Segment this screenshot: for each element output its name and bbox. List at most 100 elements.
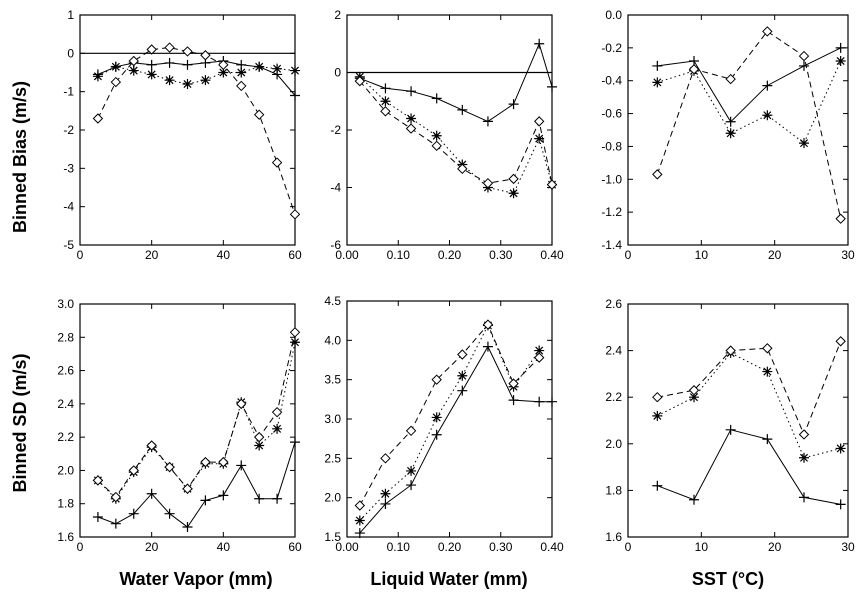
x-tick-label: 40 bbox=[217, 540, 231, 554]
row-label-bias: Binned Bias (m/s) bbox=[10, 81, 30, 233]
point-diamond bbox=[236, 398, 247, 410]
point-diamond bbox=[236, 80, 247, 92]
y-tick-label: 4.0 bbox=[324, 333, 341, 347]
y-tick-label: 3.0 bbox=[57, 297, 74, 311]
point-plus bbox=[92, 512, 103, 523]
panel-5: 0.00 0.10 0.20 0.30 0.40 1.5 2.0 2.5 3.0 3.5 4.0 4.… bbox=[324, 294, 564, 554]
point-plus bbox=[431, 429, 442, 440]
plot-frame bbox=[627, 14, 849, 246]
x-tick-label: 0.10 bbox=[387, 248, 411, 262]
point-diamond bbox=[725, 345, 736, 356]
plot-frame bbox=[346, 14, 553, 246]
series-line-plus bbox=[657, 429, 841, 505]
point-diamond bbox=[92, 475, 104, 486]
point-plus bbox=[128, 508, 139, 519]
point-diamond bbox=[289, 209, 301, 220]
series-line-diamond bbox=[359, 323, 540, 506]
x-tick-label: 40 bbox=[217, 248, 231, 262]
y-tick-label: -1.2 bbox=[601, 205, 622, 219]
point-star bbox=[689, 392, 699, 403]
point-star bbox=[799, 452, 809, 463]
point-diamond bbox=[200, 50, 211, 61]
y-tick-label: -1.0 bbox=[601, 172, 622, 186]
panel-1: 0 20 40 60 -5 -4 -3 -2 -1 0 1 bbox=[63, 8, 302, 262]
point-diamond bbox=[128, 55, 139, 67]
column-label-sst: SST (°C) bbox=[692, 569, 764, 589]
plot-frame bbox=[346, 300, 553, 538]
point-plus bbox=[380, 498, 391, 509]
point-diamond bbox=[533, 116, 545, 127]
point-diamond bbox=[431, 374, 442, 385]
x-tick-label: 0.00 bbox=[335, 540, 359, 554]
x-tick-label: 0 bbox=[625, 248, 632, 262]
panel-3: 0 10 20 30 -1.4 -1.2 -1.0 -0.8 -0.6 -0.4 -0.2 0.0 bbox=[601, 8, 855, 262]
point-plus bbox=[272, 493, 283, 504]
series-line-star bbox=[97, 342, 296, 500]
point-diamond bbox=[508, 173, 519, 185]
y-tick-label: -0.6 bbox=[601, 107, 622, 121]
point-star bbox=[200, 75, 211, 86]
x-tick-label: 20 bbox=[145, 540, 159, 554]
point-star bbox=[380, 488, 391, 499]
point-plus bbox=[835, 499, 846, 510]
point-diamond bbox=[431, 140, 442, 152]
point-plus bbox=[508, 99, 519, 110]
y-tick-label: 1.8 bbox=[605, 483, 622, 497]
y-tick-label: 0 bbox=[67, 46, 74, 60]
series-line-diamond bbox=[359, 80, 553, 185]
point-diamond bbox=[182, 483, 193, 494]
y-tick-label: 2.6 bbox=[605, 297, 622, 311]
point-star bbox=[218, 67, 229, 78]
point-diamond bbox=[354, 500, 366, 511]
point-plus bbox=[254, 493, 265, 504]
point-diamond bbox=[182, 46, 193, 57]
point-diamond bbox=[652, 391, 663, 403]
point-star bbox=[92, 71, 103, 82]
point-diamond bbox=[798, 50, 810, 62]
point-plus bbox=[182, 59, 193, 70]
y-tick-label: 2.4 bbox=[57, 397, 74, 411]
point-plus bbox=[457, 104, 468, 115]
point-diamond bbox=[110, 491, 122, 503]
point-diamond bbox=[457, 349, 468, 360]
point-plus bbox=[218, 490, 229, 501]
series-line-plus bbox=[657, 47, 841, 123]
x-tick-label: 0.30 bbox=[489, 248, 513, 262]
point-star bbox=[128, 65, 139, 76]
row-label-sd: Binned SD (m/s) bbox=[10, 353, 30, 492]
point-star bbox=[406, 113, 417, 124]
x-tick-label: 0.20 bbox=[438, 540, 462, 554]
x-tick-label: 0 bbox=[625, 540, 632, 554]
point-plus bbox=[547, 396, 557, 407]
point-diamond bbox=[508, 378, 519, 389]
point-plus bbox=[354, 528, 365, 539]
point-diamond bbox=[380, 453, 391, 464]
point-diamond bbox=[835, 336, 846, 347]
y-tick-label: 1.5 bbox=[324, 530, 341, 544]
point-diamond bbox=[271, 406, 283, 418]
x-tick-label: 60 bbox=[288, 248, 302, 262]
point-diamond bbox=[253, 109, 265, 120]
y-tick-label: -1.4 bbox=[601, 238, 622, 252]
y-tick-label: -0.8 bbox=[601, 139, 622, 153]
x-tick-label: 0 bbox=[77, 540, 84, 554]
y-tick-label: 2.0 bbox=[57, 463, 74, 477]
point-plus bbox=[110, 518, 121, 529]
point-star bbox=[182, 79, 193, 89]
point-diamond bbox=[200, 456, 211, 468]
plot-frame bbox=[79, 303, 296, 538]
point-diamond bbox=[482, 319, 494, 330]
x-tick-label: 0.40 bbox=[540, 248, 564, 262]
point-star bbox=[290, 65, 300, 76]
y-tick-label: -1 bbox=[63, 85, 74, 99]
y-tick-label: 2.0 bbox=[605, 437, 622, 451]
point-star bbox=[508, 188, 519, 199]
y-tick-label: 2.0 bbox=[324, 491, 341, 505]
point-star bbox=[254, 61, 265, 72]
point-diamond bbox=[652, 169, 663, 180]
point-plus bbox=[146, 59, 157, 70]
series-line-plus bbox=[97, 60, 296, 96]
point-diamond bbox=[762, 343, 773, 354]
